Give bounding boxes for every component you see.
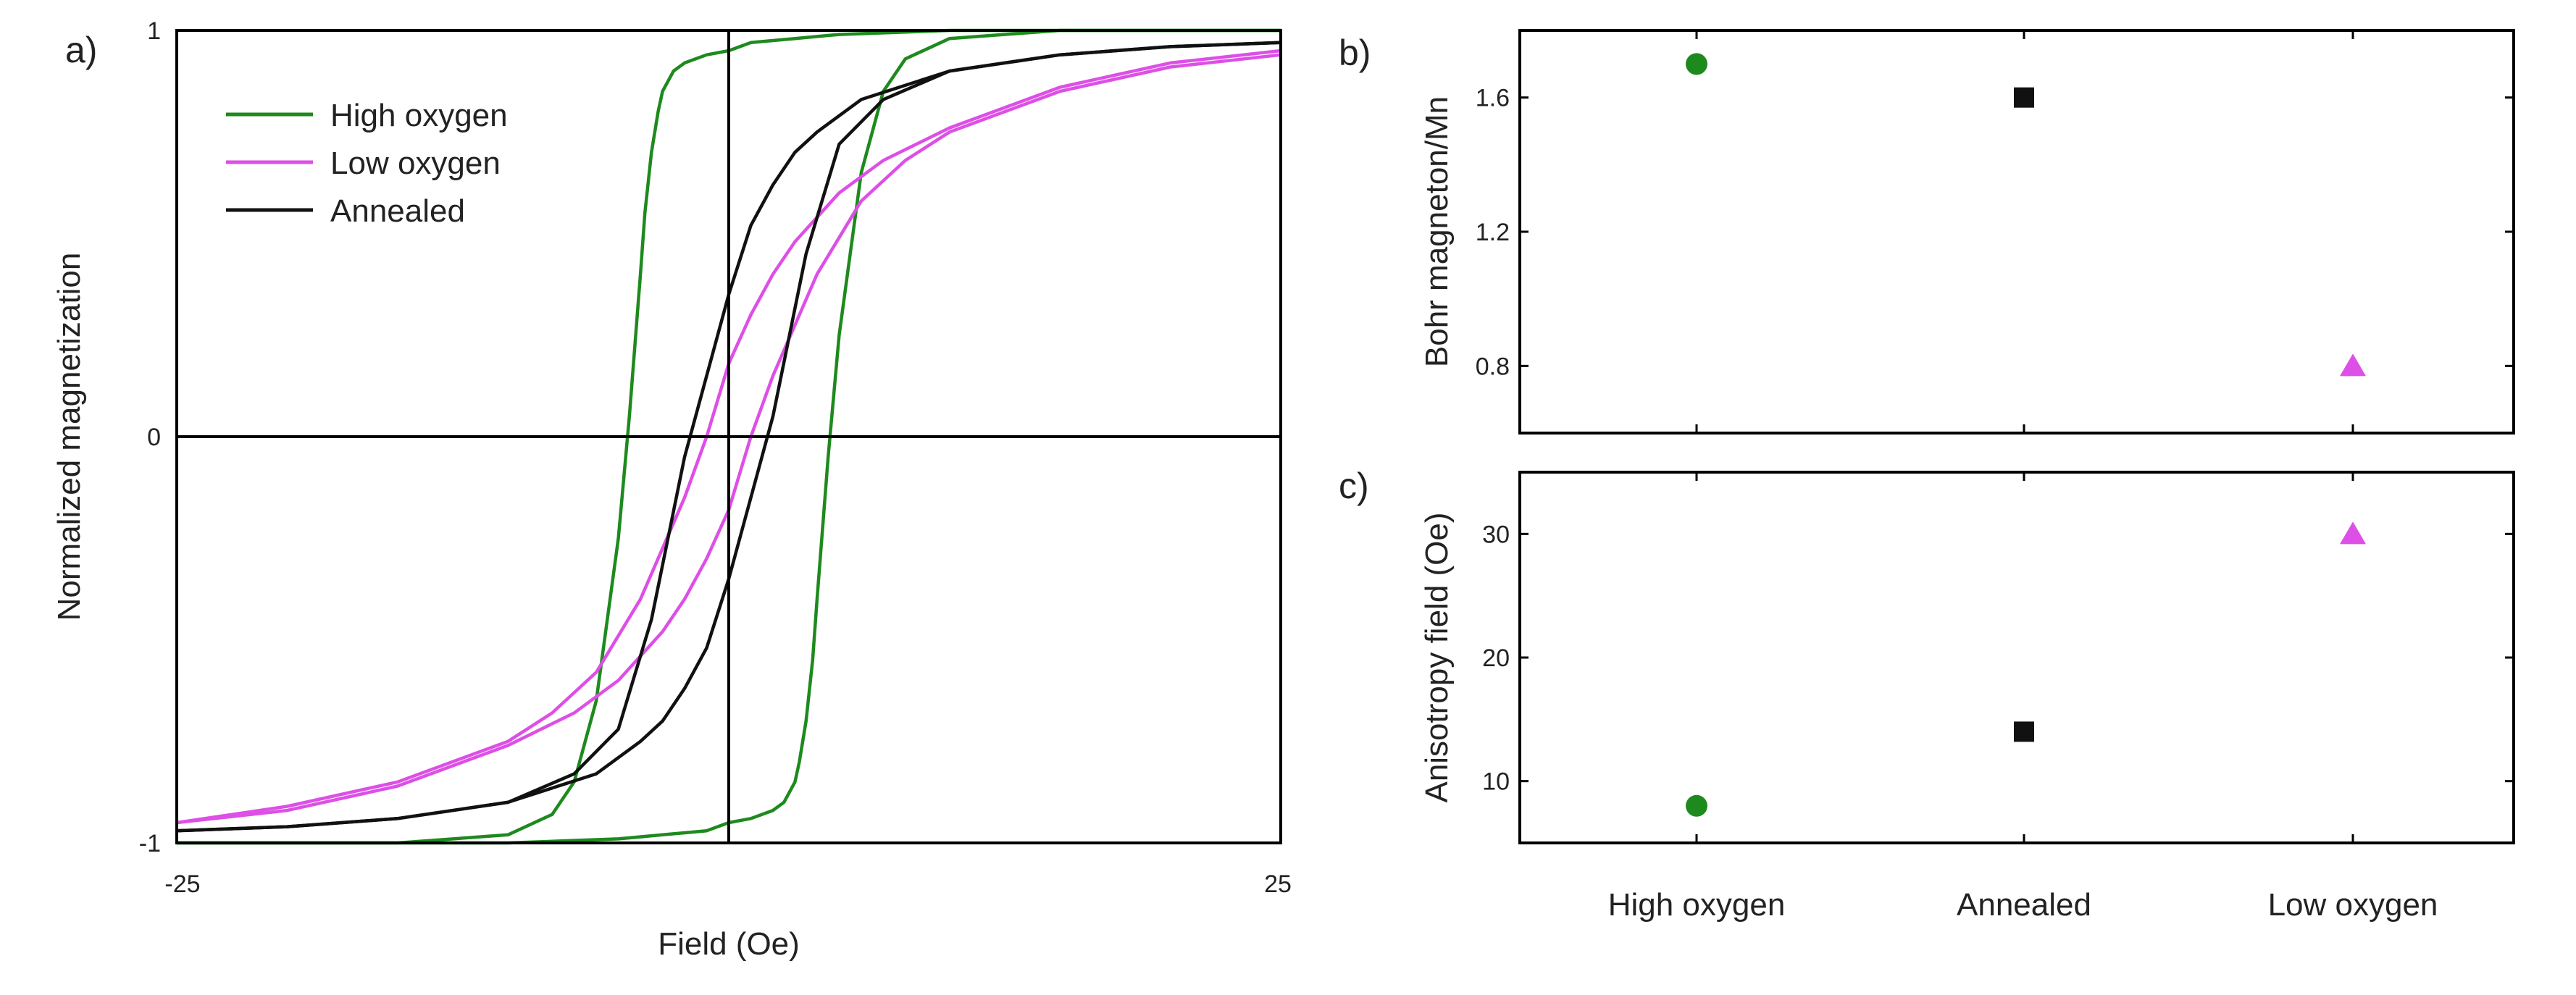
- data-point-annealed: [2014, 721, 2034, 742]
- y-axis-label-b: Bohr magneton/Mn: [1419, 96, 1455, 367]
- x-tick-label: -25: [164, 870, 200, 898]
- y-tick-label: 10: [1482, 768, 1510, 796]
- data-point-high-oxygen: [1686, 794, 1707, 817]
- data-point-low-oxygen: [2340, 353, 2366, 377]
- legend-entry-high-oxygen: High oxygen: [330, 98, 508, 133]
- legend-entry-annealed: Annealed: [330, 193, 465, 229]
- y-tick-label: 1.2: [1476, 219, 1510, 246]
- legend-entry-low-oxygen: Low oxygen: [330, 146, 501, 181]
- y-tick-label: 0: [147, 424, 161, 451]
- panel-a-label: a): [65, 30, 97, 70]
- y-tick-label: 20: [1482, 645, 1510, 672]
- plot-c-ticks: 10 20 30: [1482, 472, 2514, 843]
- y-tick-label: 1: [147, 17, 161, 45]
- series-line-high-oxygen: [177, 28, 1281, 845]
- y-tick-label: 30: [1482, 521, 1510, 548]
- x-axis-label: Field (Oe): [658, 926, 800, 962]
- y-axis-label: Normalized magnetization: [51, 253, 87, 621]
- category-label-high-oxygen: High oxygen: [1608, 887, 1786, 923]
- category-label-annealed: Annealed: [1957, 887, 2091, 923]
- plot-a-frame: [175, 29, 1282, 844]
- plot-c-frame: [1518, 471, 2515, 844]
- plot-b-points: [1686, 53, 2366, 377]
- panel-c-label: c): [1339, 466, 1369, 506]
- y-tick-label: 1.6: [1476, 85, 1510, 112]
- legend: High oxygen Low oxygen Annealed: [226, 98, 508, 229]
- plot-b-ticks: 0.8 1.2 1.6: [1476, 30, 2514, 433]
- series-line-high-oxygen: [177, 28, 1281, 845]
- data-point-high-oxygen: [1686, 53, 1707, 75]
- data-point-low-oxygen: [2340, 521, 2366, 545]
- panel-b-label: b): [1339, 33, 1371, 73]
- y-tick-label: -1: [139, 830, 161, 857]
- category-label-low-oxygen: Low oxygen: [2268, 887, 2438, 923]
- plot-c-points: [1686, 521, 2366, 817]
- y-tick-label: 0.8: [1476, 353, 1510, 380]
- y-axis-label-c: Anisotropy field (Oe): [1419, 512, 1455, 802]
- data-point-annealed: [2014, 87, 2034, 108]
- x-tick-label: 25: [1264, 870, 1292, 898]
